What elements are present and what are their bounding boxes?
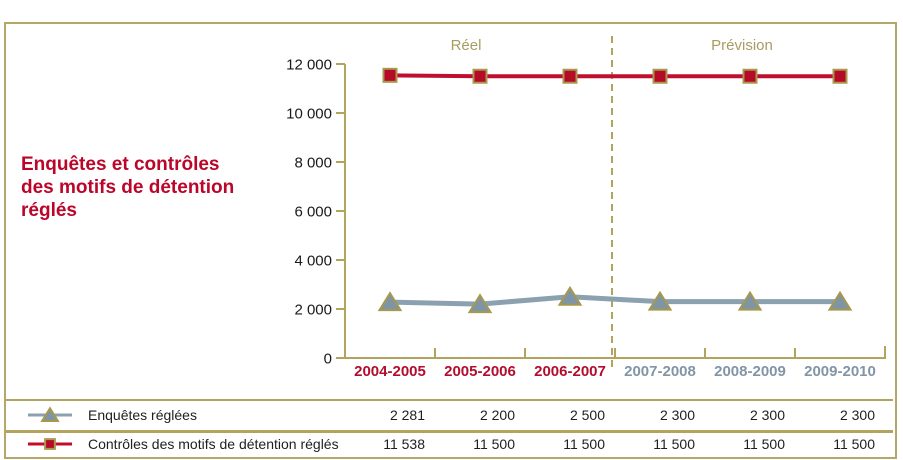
value-cell: 2 200	[479, 407, 515, 423]
data-series	[377, 285, 853, 314]
y-tick-label: 12 000	[286, 57, 332, 74]
triangle-marker-icon	[467, 293, 493, 314]
value-cell: 2 300	[749, 407, 785, 423]
square-marker-icon	[562, 68, 578, 84]
series-line	[389, 73, 840, 79]
y-tick-label: 2 000	[294, 302, 332, 319]
series-line	[389, 294, 840, 307]
value-cell: 11 538	[383, 436, 425, 452]
square-marker-icon	[652, 68, 668, 84]
data-series	[382, 67, 848, 84]
triangle-marker-icon	[737, 290, 763, 311]
x-axis-label: 2009-2010	[804, 363, 876, 380]
triangle-marker-icon	[377, 291, 403, 312]
value-cell: 11 500	[833, 436, 875, 452]
y-tick-label: 4 000	[294, 253, 332, 270]
square-marker-icon	[44, 438, 56, 450]
region-label-forecast: Prévision	[711, 37, 773, 54]
square-marker-icon	[832, 68, 848, 84]
value-cell: 2 300	[659, 407, 695, 423]
square-marker-icon	[28, 435, 72, 453]
triangle-marker-icon	[647, 290, 673, 311]
triangle-marker-icon	[557, 285, 583, 306]
x-axis-label: 2005-2006	[444, 363, 516, 380]
x-axis-label: 2008-2009	[714, 363, 786, 380]
table-separator-top	[6, 399, 893, 401]
value-cell: 11 500	[653, 436, 695, 452]
table-row: Contrôles des motifs de détention réglés…	[0, 434, 903, 455]
value-cell: 11 500	[563, 436, 605, 452]
value-cell: 2 300	[839, 407, 875, 423]
x-axis-label: 2006-2007	[534, 363, 606, 380]
table-separator-middle	[6, 430, 893, 433]
y-tick-label: 8 000	[294, 155, 332, 172]
y-tick-label: 10 000	[286, 106, 332, 123]
triangle-marker-icon	[40, 406, 60, 422]
series-label: Contrôles des motifs de détention réglés	[88, 436, 339, 452]
triangle-marker-icon	[28, 406, 72, 424]
value-cell: 11 500	[473, 436, 515, 452]
y-tick-label: 0	[324, 351, 332, 368]
x-axis-label: 2004-2005	[354, 363, 426, 380]
value-cell: 2 500	[569, 407, 605, 423]
region-label-actual: Réel	[450, 37, 482, 54]
y-tick-label: 6 000	[294, 204, 332, 221]
table-row: Enquêtes réglées 2 281 2 200 2 500 2 300 2 3…	[0, 401, 903, 429]
chart-panel	[4, 22, 897, 459]
chart-title: Enquêtes et contrôles des motifs de déte…	[21, 154, 235, 221]
square-marker-icon	[472, 68, 488, 84]
triangle-marker-icon	[827, 290, 853, 311]
series-label: Enquêtes réglées	[88, 407, 197, 423]
square-marker-icon	[382, 67, 398, 83]
value-cell: 2 281	[389, 407, 425, 423]
x-axis-label: 2007-2008	[624, 363, 696, 380]
value-cell: 11 500	[743, 436, 785, 452]
square-marker-icon	[742, 68, 758, 84]
